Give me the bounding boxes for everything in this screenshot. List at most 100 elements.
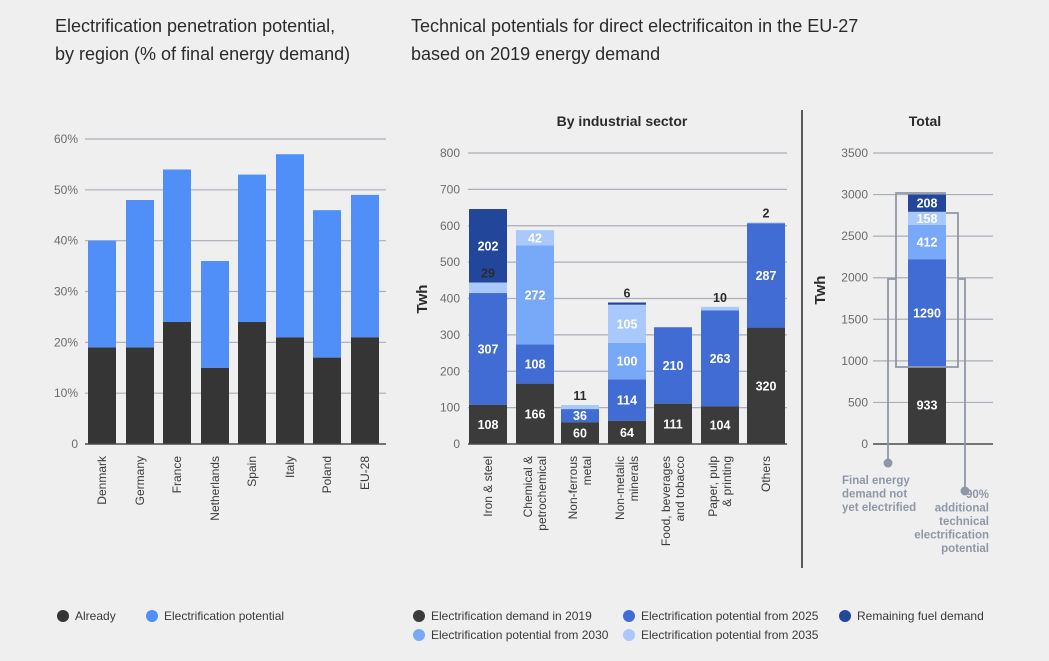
total-chart-y-axis-label: Twh bbox=[812, 276, 829, 305]
annotation-text-not-electrified: yet electrified bbox=[842, 502, 916, 514]
sector-chart-data-label: 10 bbox=[713, 291, 727, 305]
sector-chart-category-label: Non-ferrous bbox=[566, 456, 580, 519]
sector-chart-bar-segment bbox=[469, 293, 507, 405]
sector-chart-data-label: 104 bbox=[710, 419, 731, 433]
sector-chart-category-label: petrochemical bbox=[535, 456, 549, 531]
bracket-outline bbox=[895, 192, 959, 368]
region-chart-bar-segment bbox=[351, 194, 379, 338]
total-chart-bar-segment bbox=[908, 194, 946, 212]
sector-legend-swatch-icon bbox=[413, 610, 425, 622]
annotation-text-additional-potential: electrification bbox=[914, 530, 989, 542]
sector-chart-category-label: and tobacco bbox=[673, 456, 687, 522]
annotation-text-additional-potential: 90% bbox=[966, 489, 989, 501]
sector-chart-bar-segment bbox=[561, 409, 599, 423]
sector-chart-y-tick-label: 100 bbox=[440, 401, 460, 415]
sector-chart-bar-segment bbox=[608, 379, 646, 421]
sector-chart-data-label: 202 bbox=[478, 239, 499, 253]
sector-legend-swatch-icon bbox=[623, 629, 635, 641]
sector-chart-data-label: 29 bbox=[481, 266, 495, 280]
region-chart-category-label: EU-28 bbox=[358, 456, 372, 490]
sector-legend-label: Electrification potential from 2030 bbox=[431, 628, 609, 642]
left-chart-title: Electrification penetration potential, b… bbox=[55, 12, 350, 68]
sector-chart-data-label: 60 bbox=[573, 427, 587, 441]
total-chart-title: Total bbox=[909, 113, 941, 129]
sector-chart-category-label: Paper, pulp bbox=[706, 456, 720, 517]
region-chart-bar-segment bbox=[351, 337, 379, 444]
sector-chart-bar-segment bbox=[747, 223, 785, 328]
sector-chart-bar-segment bbox=[516, 383, 554, 444]
total-chart-bar-segment bbox=[908, 259, 946, 367]
sector-chart-category-label: Chemical & bbox=[521, 456, 535, 517]
sector-chart-category-label: Food, beverages bbox=[659, 456, 673, 546]
region-chart-y-tick-label: 30% bbox=[54, 285, 78, 299]
sector-chart-data-label: 320 bbox=[756, 379, 777, 393]
region-legend-swatch-icon bbox=[57, 610, 69, 622]
total-chart-data-label: 208 bbox=[917, 197, 938, 211]
region-legend-swatch-icon bbox=[146, 610, 158, 622]
region-chart-bar-segment bbox=[126, 347, 154, 444]
annotation-text-additional-potential: potential bbox=[941, 543, 989, 555]
sector-chart-y-tick-label: 500 bbox=[440, 255, 460, 269]
sector-chart-title: By industrial sector bbox=[557, 113, 688, 129]
region-legend-label: Already bbox=[75, 609, 116, 623]
region-chart-bar-segment bbox=[238, 322, 266, 444]
sector-chart-y-tick-label: 200 bbox=[440, 364, 460, 378]
right-title-line-1: Technical potentials for direct electrif… bbox=[411, 16, 859, 36]
sector-chart-data-label: 108 bbox=[478, 418, 499, 432]
sector-legend-label: Remaining fuel demand bbox=[857, 609, 984, 623]
sector-chart-data-label: 108 bbox=[525, 357, 546, 371]
sector-legend-label: Electrification potential from 2035 bbox=[641, 628, 819, 642]
region-chart-y-tick-label: 10% bbox=[54, 386, 78, 400]
region-chart-category-label: Spain bbox=[245, 456, 259, 487]
total-chart-bar-segment bbox=[908, 366, 946, 444]
sector-chart-bar-segment bbox=[701, 406, 739, 444]
total-chart-data-label: 158 bbox=[917, 212, 938, 226]
region-chart-bar-segment bbox=[238, 174, 266, 322]
sector-chart-bar-segment bbox=[516, 344, 554, 384]
sector-chart-data-label: 2 bbox=[763, 206, 770, 220]
sector-chart-category-label: & printing bbox=[720, 456, 734, 507]
sector-legend-swatch-icon bbox=[623, 610, 635, 622]
sector-chart-category-label: Others bbox=[759, 456, 773, 492]
total-chart-data-label: 933 bbox=[917, 399, 938, 413]
bracket-leader-left bbox=[887, 278, 896, 463]
sector-chart-data-label: 11 bbox=[573, 389, 586, 403]
total-chart-y-tick-label: 1000 bbox=[841, 354, 868, 368]
sector-chart-data-label: 64 bbox=[620, 426, 634, 440]
region-chart-y-tick-label: 60% bbox=[54, 132, 78, 146]
sector-chart-data-label: 6 bbox=[624, 287, 631, 301]
left-title-line-2: by region (% of final energy demand) bbox=[55, 44, 351, 64]
sector-chart-data-label: 166 bbox=[525, 407, 546, 421]
right-chart-title: Technical potentials for direct electrif… bbox=[411, 12, 858, 68]
sector-chart-data-label: 272 bbox=[525, 288, 546, 302]
left-title-line-1: Electrification penetration potential, bbox=[55, 16, 336, 36]
sector-chart-category-label: Non-metalic bbox=[613, 456, 627, 520]
sector-chart-bar-segment bbox=[654, 403, 692, 444]
sector-chart-data-label: 111 bbox=[663, 417, 683, 431]
total-chart-y-tick-label: 3000 bbox=[841, 188, 868, 202]
sector-chart-y-tick-label: 700 bbox=[440, 182, 460, 196]
sector-chart-bar-segment bbox=[747, 222, 785, 224]
sector-chart-category-label: Iron & steel bbox=[481, 456, 495, 517]
annotation-text-additional-potential: technical bbox=[939, 516, 989, 528]
region-chart-category-label: France bbox=[170, 456, 184, 494]
sector-chart-category-label: metal bbox=[580, 456, 594, 485]
region-chart-y-tick-label: 50% bbox=[54, 183, 78, 197]
annotation-text-additional-potential: additional bbox=[935, 503, 989, 515]
sector-chart-y-tick-label: 300 bbox=[440, 328, 460, 342]
sector-chart-category-label: minerals bbox=[627, 456, 641, 501]
region-chart-y-tick-label: 40% bbox=[54, 234, 78, 248]
sector-legend-label: Electrification demand in 2019 bbox=[431, 609, 592, 623]
region-chart-bar-segment bbox=[276, 154, 304, 338]
region-chart-bar-segment bbox=[201, 261, 229, 368]
region-chart-bar-segment bbox=[88, 347, 116, 444]
total-chart-y-tick-label: 1500 bbox=[841, 312, 868, 326]
sector-chart-bar-segment bbox=[608, 302, 646, 305]
sector-chart-data-label: 100 bbox=[617, 355, 638, 369]
sector-legend-swatch-icon bbox=[413, 629, 425, 641]
sector-chart-y-tick-label: 600 bbox=[440, 219, 460, 233]
annotation-dot-left bbox=[883, 458, 893, 468]
sector-chart-y-tick-label: 400 bbox=[440, 292, 460, 306]
sector-chart-bar-segment bbox=[701, 306, 739, 311]
total-chart-data-label: 1290 bbox=[913, 306, 941, 320]
